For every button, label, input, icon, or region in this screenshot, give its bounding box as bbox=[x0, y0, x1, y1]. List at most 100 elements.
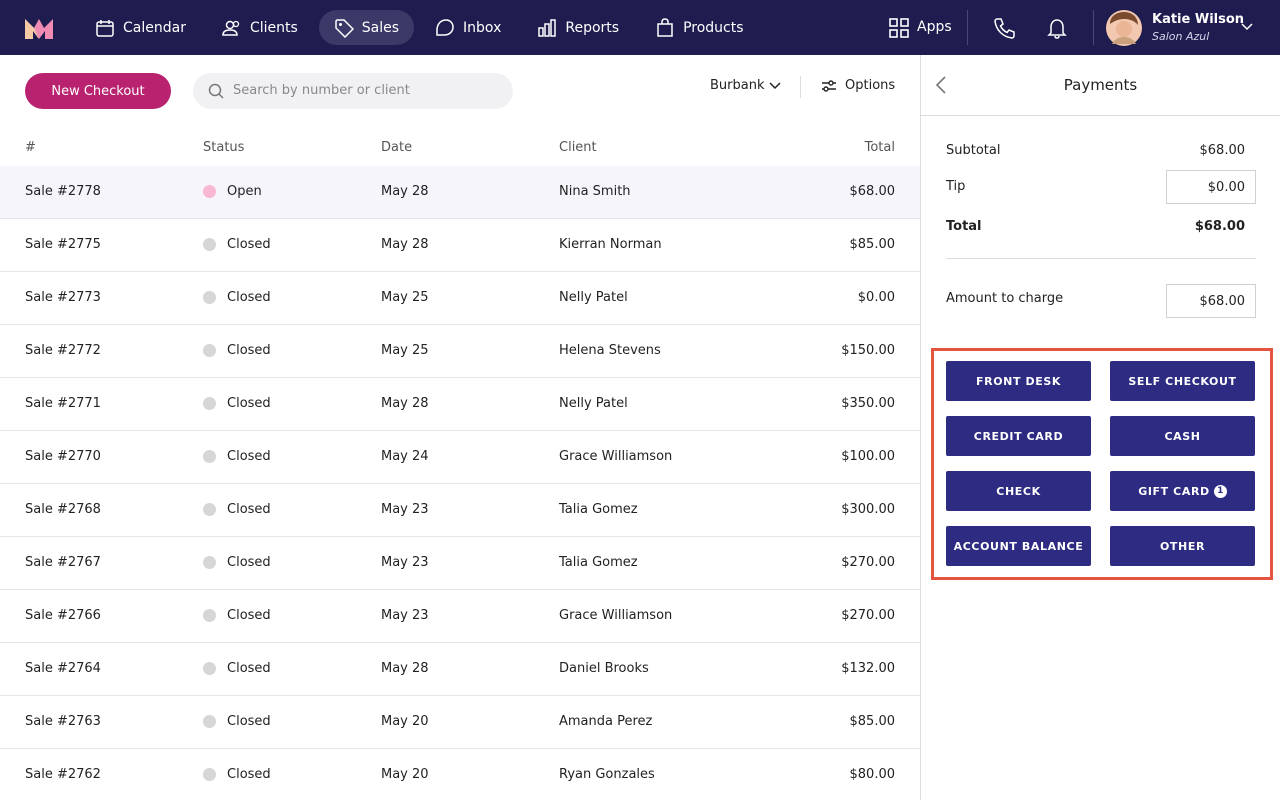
date: May 28 bbox=[381, 237, 429, 252]
date: May 23 bbox=[381, 608, 429, 623]
nav-label: Sales bbox=[361, 19, 400, 36]
location-select[interactable]: Burbank bbox=[710, 78, 765, 93]
payment-method-button[interactable]: OTHER bbox=[1110, 526, 1255, 566]
nav-item[interactable]: Clients bbox=[207, 10, 313, 45]
avatar[interactable] bbox=[1106, 10, 1142, 46]
status: Closed bbox=[227, 290, 271, 305]
table-row[interactable]: Sale #2763 Closed May 20 Amanda Perez $85.00 bbox=[0, 696, 920, 749]
payment-method-button[interactable]: CASH bbox=[1110, 416, 1255, 456]
table-row[interactable]: Sale #2778 Open May 28 Nina Smith $68.00 bbox=[0, 166, 920, 219]
date: May 25 bbox=[381, 290, 429, 305]
nav-label: Reports bbox=[565, 19, 620, 36]
table-row[interactable]: Sale #2764 Closed May 28 Daniel Brooks $132.… bbox=[0, 643, 920, 696]
sale-number: Sale #2775 bbox=[25, 237, 101, 252]
client: Kierran Norman bbox=[559, 237, 662, 252]
sale-number: Sale #2763 bbox=[25, 714, 101, 729]
table-row[interactable]: Sale #2770 Closed May 24 Grace Williamson $1… bbox=[0, 431, 920, 484]
payment-method-label: OTHER bbox=[1159, 539, 1206, 553]
apps-icon bbox=[889, 18, 909, 38]
subtotal-label: Subtotal bbox=[946, 143, 1001, 158]
payment-method-button[interactable]: CHECK bbox=[946, 471, 1091, 511]
table-row[interactable]: Sale #2762 Closed May 20 Ryan Gonzales $80.0… bbox=[0, 749, 920, 800]
status: Closed bbox=[227, 767, 271, 782]
date: May 23 bbox=[381, 502, 429, 517]
table-row[interactable]: Sale #2772 Closed May 25 Helena Stevens $150… bbox=[0, 325, 920, 378]
tip-input[interactable]: $0.00 bbox=[1166, 170, 1256, 204]
search-placeholder: Search by number or client bbox=[233, 83, 410, 98]
nav-label: Inbox bbox=[463, 19, 502, 36]
total-value: $68.00 bbox=[1194, 219, 1245, 234]
status-dot bbox=[203, 344, 216, 357]
nav-label: Products bbox=[683, 19, 744, 36]
payment-method-button[interactable]: ACCOUNT BALANCE bbox=[946, 526, 1091, 566]
client: Nelly Patel bbox=[559, 290, 628, 305]
status: Closed bbox=[227, 502, 271, 517]
status-dot bbox=[203, 768, 216, 781]
table-row[interactable]: Sale #2768 Closed May 23 Talia Gomez $300.00 bbox=[0, 484, 920, 537]
status: Closed bbox=[227, 396, 271, 411]
status: Closed bbox=[227, 449, 271, 464]
amount-input[interactable]: $68.00 bbox=[1166, 284, 1256, 318]
nav-label: Clients bbox=[249, 19, 298, 36]
total: $270.00 bbox=[841, 608, 895, 623]
nav-icon bbox=[335, 18, 354, 38]
payments-header: Payments bbox=[921, 55, 1280, 116]
date: May 28 bbox=[381, 396, 429, 411]
search-field[interactable]: Search by number or client bbox=[193, 73, 513, 109]
back-button[interactable] bbox=[935, 75, 947, 95]
apps-label[interactable]: Apps bbox=[917, 19, 952, 35]
payment-method-button[interactable]: CREDIT CARD bbox=[946, 416, 1091, 456]
status-dot bbox=[203, 291, 216, 304]
table-row[interactable]: Sale #2767 Closed May 23 Talia Gomez $270.00 bbox=[0, 537, 920, 590]
payments-title: Payments bbox=[1063, 76, 1138, 94]
table-row[interactable]: Sale #2771 Closed May 28 Nelly Patel $350.00 bbox=[0, 378, 920, 431]
column-header: # bbox=[25, 140, 36, 155]
client: Talia Gomez bbox=[559, 502, 638, 517]
nav-item[interactable]: Calendar bbox=[80, 10, 201, 45]
status: Closed bbox=[227, 555, 271, 570]
client: Talia Gomez bbox=[559, 555, 638, 570]
sale-number: Sale #2766 bbox=[25, 608, 101, 623]
payment-method-button[interactable]: GIFT CARD 1 bbox=[1110, 471, 1255, 511]
status-dot bbox=[203, 450, 216, 463]
nav-item[interactable]: Products bbox=[640, 10, 758, 45]
separator bbox=[1093, 10, 1094, 45]
status: Closed bbox=[227, 237, 271, 252]
nav-icon bbox=[538, 18, 557, 37]
payment-method-label: GIFT CARD bbox=[1138, 484, 1210, 498]
options-icon[interactable] bbox=[821, 79, 837, 93]
table-row[interactable]: Sale #2766 Closed May 23 Grace Williamson $2… bbox=[0, 590, 920, 643]
sale-number: Sale #2762 bbox=[25, 767, 101, 782]
date: May 20 bbox=[381, 714, 429, 729]
payment-method-label: ACCOUNT BALANCE bbox=[953, 539, 1084, 553]
payment-method-button[interactable]: SELF CHECKOUT bbox=[1110, 361, 1255, 401]
payment-method-label: CREDIT CARD bbox=[973, 429, 1064, 443]
nav-item[interactable]: Inbox bbox=[420, 10, 516, 45]
nav-icon bbox=[436, 18, 454, 36]
sale-number: Sale #2768 bbox=[25, 502, 101, 517]
nav-item[interactable]: Sales bbox=[318, 10, 415, 45]
total: $150.00 bbox=[841, 343, 895, 358]
status: Closed bbox=[227, 608, 271, 623]
badge: 1 bbox=[1213, 484, 1227, 498]
separator bbox=[967, 10, 968, 45]
options-button[interactable]: Options bbox=[845, 78, 896, 93]
status: Closed bbox=[227, 343, 271, 358]
client: Daniel Brooks bbox=[559, 661, 649, 676]
user-name[interactable]: Katie Wilson bbox=[1152, 12, 1245, 27]
phone-icon[interactable] bbox=[993, 17, 1015, 39]
user-menu-chevron[interactable] bbox=[1241, 22, 1253, 32]
table-row[interactable]: Sale #2775 Closed May 28 Kierran Norman $85.… bbox=[0, 219, 920, 272]
status-dot bbox=[203, 609, 216, 622]
sale-number: Sale #2764 bbox=[25, 661, 101, 676]
table-row[interactable]: Sale #2773 Closed May 25 Nelly Patel $0.00 bbox=[0, 272, 920, 325]
date: May 25 bbox=[381, 343, 429, 358]
location-chevron[interactable] bbox=[769, 81, 781, 91]
status-dot bbox=[203, 662, 216, 675]
bell-icon[interactable] bbox=[1046, 17, 1068, 39]
payment-method-button[interactable]: FRONT DESK bbox=[946, 361, 1091, 401]
nav-item[interactable]: Reports bbox=[522, 10, 634, 45]
new-checkout-button[interactable]: New Checkout bbox=[25, 73, 171, 109]
separator bbox=[800, 76, 801, 98]
